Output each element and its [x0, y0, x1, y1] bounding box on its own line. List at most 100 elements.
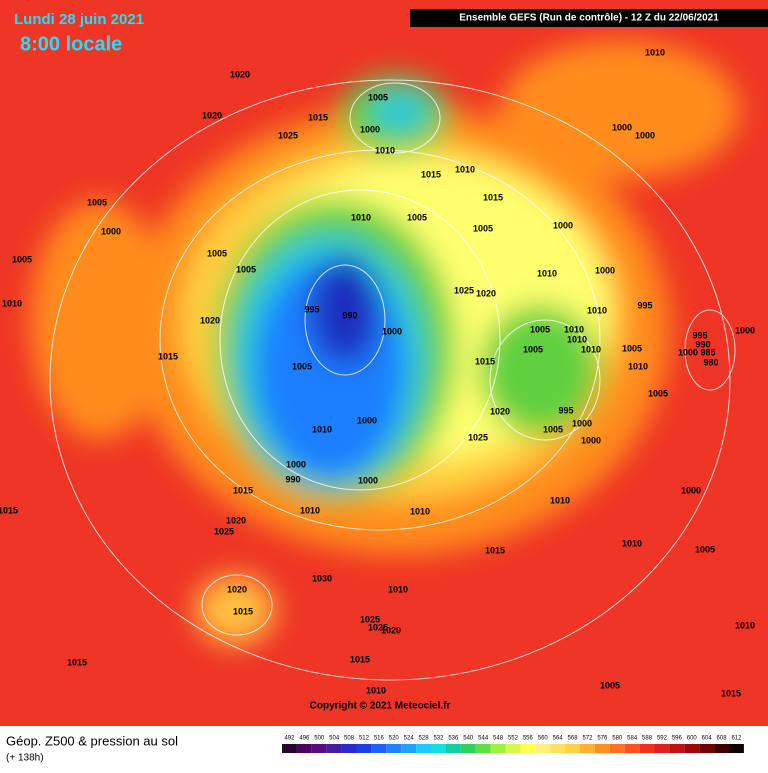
pressure-label: 1015 — [485, 545, 505, 555]
pressure-label: 1000 — [735, 325, 755, 335]
legend-label: 568 — [568, 736, 579, 742]
pressure-label: 1005 — [648, 388, 668, 398]
pressure-label: 1015 — [233, 485, 253, 495]
pressure-label: 995 — [637, 300, 652, 310]
legend-swatch — [460, 744, 476, 753]
pressure-label: 1000 — [681, 485, 701, 495]
pressure-label: 1000 — [358, 475, 378, 485]
pressure-label: 1015 — [350, 654, 370, 664]
legend-swatch — [341, 744, 357, 753]
geopotential-field — [30, 40, 740, 645]
legend-swatch — [326, 744, 342, 753]
pressure-label: 1010 — [2, 298, 22, 308]
legend-label: 600 — [687, 736, 698, 742]
pressure-label: 1020 — [381, 625, 401, 635]
pressure-label: 1010 — [300, 505, 320, 515]
legend-swatch — [445, 744, 461, 753]
legend: 492 496 500 504 508 512 516 520 524 528 532 536 540 5… — [282, 736, 744, 753]
legend-label: 612 — [731, 736, 742, 742]
pressure-label: 1000 — [382, 326, 402, 336]
pressure-label: 995 — [692, 330, 707, 340]
pressure-label: 1015 — [0, 505, 18, 515]
legend-label: 532 — [433, 736, 444, 742]
pressure-label: 1010 — [645, 47, 665, 57]
legend-label: 492 — [284, 736, 295, 742]
legend-swatch — [654, 744, 670, 753]
legend-swatch — [401, 744, 417, 753]
pressure-label: 1010 — [351, 212, 371, 222]
pressure-label: 1010 — [735, 620, 755, 630]
pressure-label: 1005 — [368, 92, 388, 102]
pressure-label: 1005 — [543, 424, 563, 434]
legend-label: 536 — [448, 736, 459, 742]
pressure-label: 1020 — [490, 406, 510, 416]
legend-label: 576 — [597, 736, 608, 742]
pressure-label: 1005 — [236, 264, 256, 274]
pressure-label: 1005 — [407, 212, 427, 222]
legend-swatch — [416, 744, 431, 753]
pressure-label: 1005 — [600, 680, 620, 690]
legend-swatch — [565, 744, 580, 753]
legend-swatch — [282, 744, 297, 753]
pressure-label: 995 — [304, 304, 319, 314]
legend-swatch — [594, 744, 610, 753]
legend-swatch — [475, 744, 491, 753]
pressure-label: 1000 — [101, 226, 121, 236]
legend-swatch — [699, 744, 715, 753]
pressure-label: 1000 — [572, 418, 592, 428]
date: Lundi 28 juin 2021 — [14, 11, 144, 28]
legend-label: 544 — [478, 736, 489, 742]
pressure-label: 1000 — [553, 220, 573, 230]
legend-label: 520 — [389, 736, 400, 742]
pressure-label: 1000 — [678, 347, 698, 357]
legend-label: 548 — [493, 736, 504, 742]
pressure-label: 1025 — [360, 614, 380, 624]
legend-swatch — [371, 744, 387, 753]
pressure-label: 1005 — [530, 324, 550, 334]
pressure-label: 1000 — [581, 435, 601, 445]
pressure-label: 1015 — [67, 657, 87, 667]
pressure-label: 1015 — [721, 688, 741, 698]
legend-label: 560 — [538, 736, 549, 742]
pressure-label: 1010 — [375, 145, 395, 155]
pressure-label: 1020 — [476, 288, 496, 298]
pressure-label: 1010 — [388, 584, 408, 594]
pressure-label: 1010 — [312, 424, 332, 434]
legend-swatch — [311, 744, 327, 753]
pressure-label: 1010 — [628, 361, 648, 371]
pressure-label: 1015 — [158, 351, 178, 361]
legend-label: 500 — [314, 736, 325, 742]
pressure-label: 1005 — [622, 343, 642, 353]
legend-swatch — [684, 744, 700, 753]
pressure-label: 1000 — [357, 415, 377, 425]
legend-label: 552 — [508, 736, 519, 742]
pressure-label: 1005 — [12, 254, 32, 264]
legend-label: 596 — [672, 736, 683, 742]
pressure-label: 1015 — [475, 356, 495, 366]
legend-label: 528 — [419, 736, 430, 742]
legend-swatch — [296, 744, 312, 753]
pressure-label: 1005 — [292, 361, 312, 371]
pressure-label: 1015 — [421, 169, 441, 179]
legend-label: 512 — [359, 736, 370, 742]
pressure-label: 995 — [558, 405, 573, 415]
legend-swatch — [550, 744, 566, 753]
legend-label: 556 — [523, 736, 534, 742]
pressure-label: 1015 — [308, 112, 328, 122]
pressure-label: 1010 — [410, 506, 430, 516]
pressure-label: 1030 — [312, 573, 332, 583]
pressure-label: 1000 — [360, 124, 380, 134]
legend-swatch — [490, 744, 506, 753]
pressure-label: 1025 — [368, 622, 388, 632]
legend-label: 516 — [374, 736, 385, 742]
legend-label: 580 — [612, 736, 623, 742]
pressure-label: 1025 — [214, 526, 234, 536]
pressure-label: 1005 — [695, 544, 715, 554]
legend-label: 496 — [299, 736, 310, 742]
legend-swatch — [356, 744, 372, 753]
pressure-label: 990 — [285, 474, 300, 484]
pressure-label: 1020 — [226, 515, 246, 525]
legend-label: 592 — [657, 736, 668, 742]
legend-label: 572 — [582, 736, 593, 742]
